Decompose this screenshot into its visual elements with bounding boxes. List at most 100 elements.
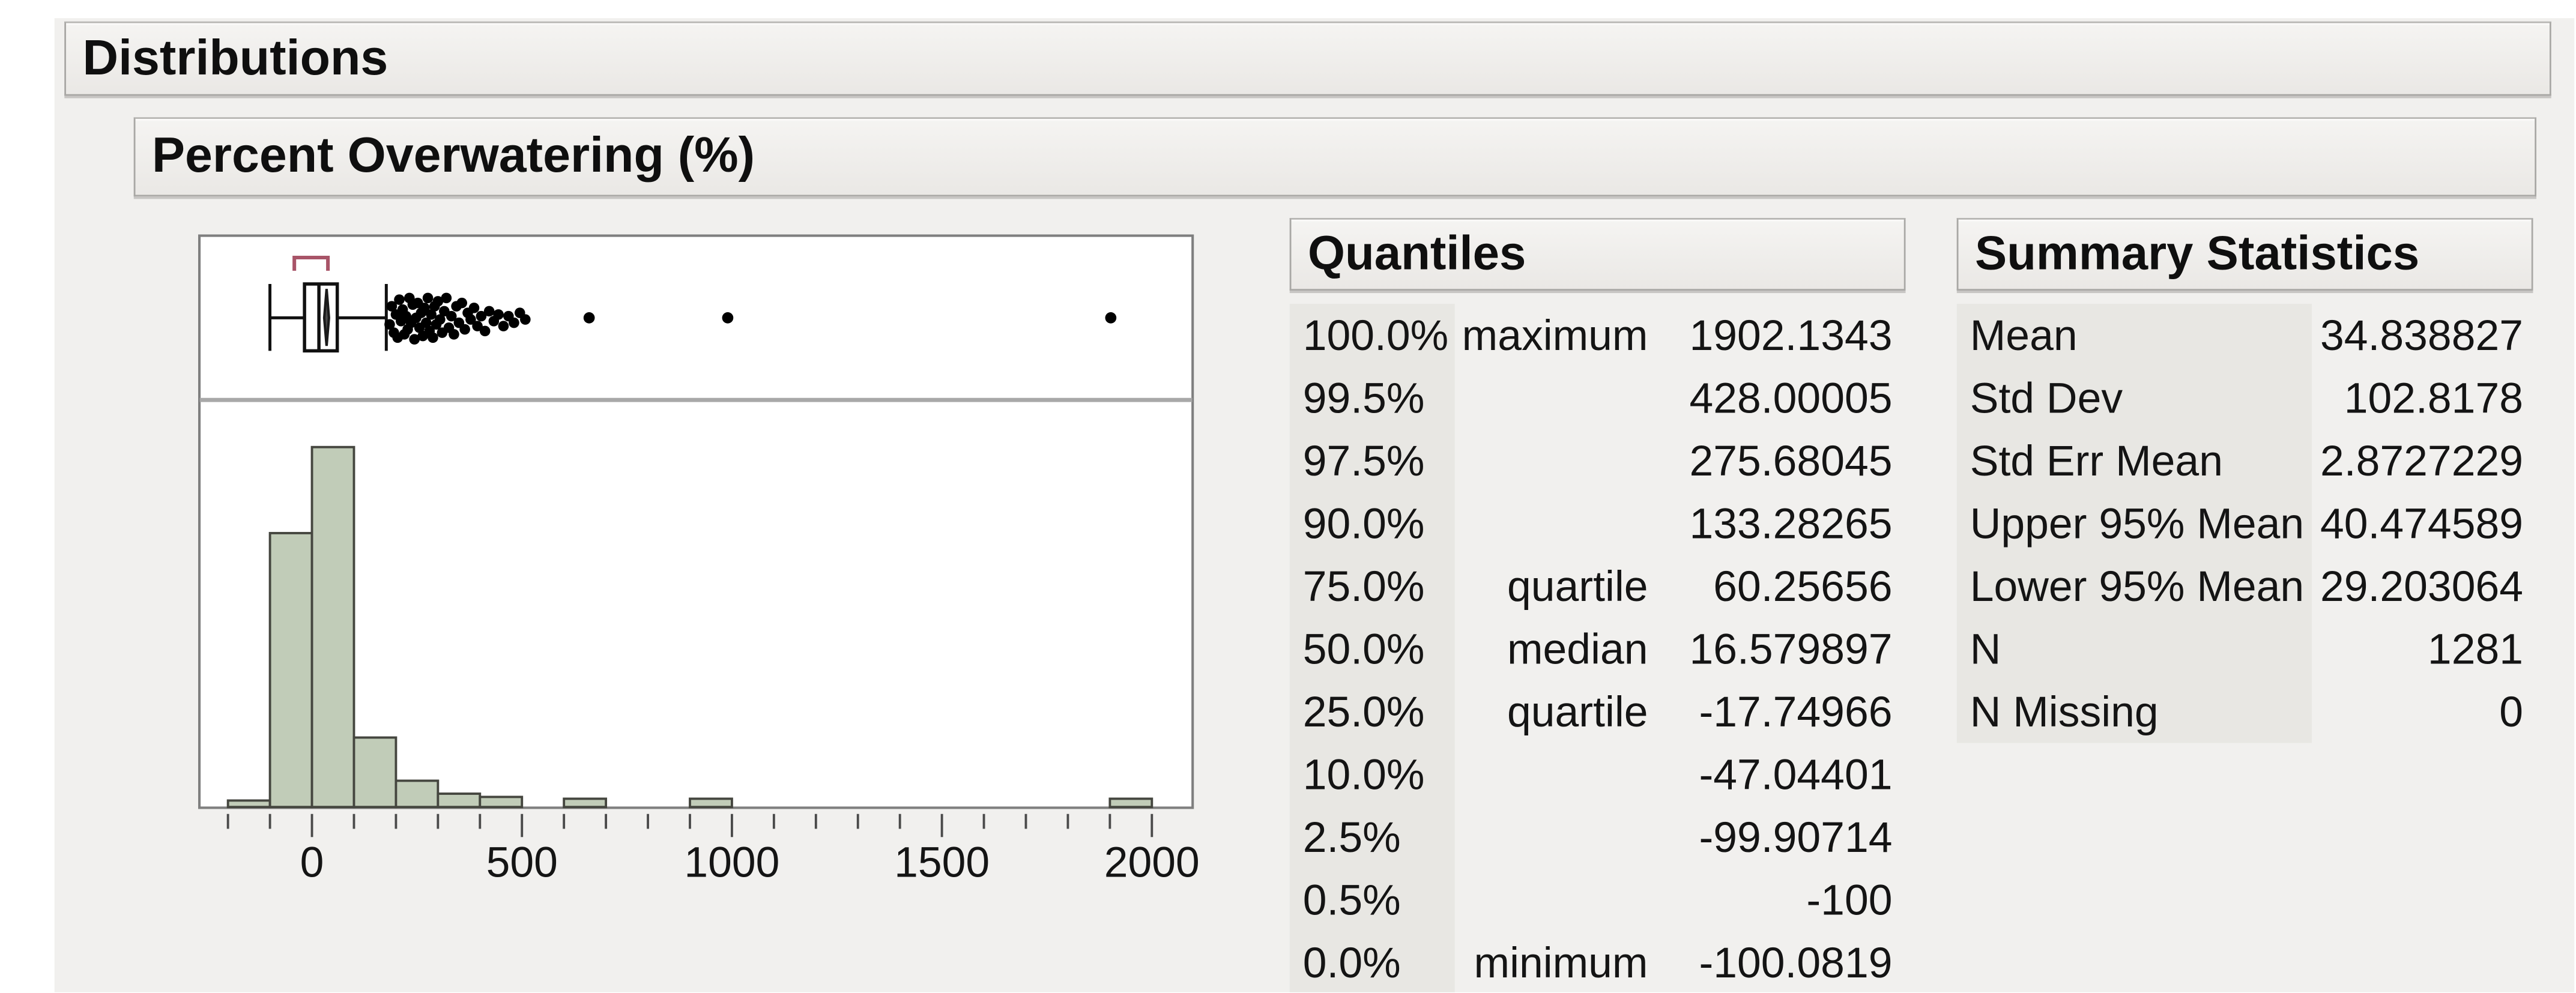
outline-header-quantiles[interactable]: Quantiles [1289,218,1906,291]
histogram-bar [563,797,608,809]
histogram-bar [395,779,440,809]
quantile-percent: 99.5% [1302,373,1425,423]
table-row: Upper 95% Mean 40.474589 [1957,492,2523,555]
quantile-label: quartile [1507,561,1648,611]
summary-stat-value: 102.8178 [2344,373,2523,423]
outline-header-variable[interactable]: Percent Overwatering (%) [133,117,2536,197]
outlier-point [394,294,405,305]
outlier-point [419,303,430,313]
quantile-label [1455,743,1648,806]
quantile-label [1455,869,1648,932]
outlier-point [435,314,446,325]
quantile-label: maximum [1462,310,1648,360]
outlier-point [426,309,437,320]
summary-stat-value: 2.8727229 [2320,436,2523,486]
table-row: N Missing 0 [1957,680,2523,743]
quantile-value: 428.00005 [1689,373,1893,423]
histogram-bar [352,736,398,809]
axis-tick-label: 500 [486,838,558,886]
outlier-point [428,332,438,343]
table-row: 97.5% 275.68045 [1290,429,1893,492]
outlier-point [583,312,595,324]
quantile-percent: 97.5% [1302,436,1425,486]
table-row: 99.5% 428.00005 [1290,367,1893,430]
axis-tick-label: 2000 [1104,838,1200,886]
summary-statistics-title: Summary Statistics [1975,227,2420,280]
page-title: Distributions [82,30,389,85]
quantile-value: 1902.1343 [1689,310,1893,360]
boxplot-histogram-divider [199,397,1193,402]
quantile-label [1455,367,1648,430]
quantile-label [1455,429,1648,492]
quantile-label [1455,492,1648,555]
summary-stat-value: 0 [2499,687,2523,737]
iqr-box [303,282,339,353]
quantile-label: minimum [1474,938,1648,988]
shortest-half-bracket [292,255,330,271]
outlier-point [446,310,457,322]
quantile-value: -100 [1806,875,1893,925]
outlier-point [420,317,432,328]
summary-stat-label: Std Err Mean [1970,436,2223,486]
quantile-value: -17.74966 [1699,687,1893,737]
quantile-percent: 25.0% [1302,687,1425,737]
outlier-point [468,303,480,313]
quantile-value: -47.04401 [1699,749,1893,800]
histogram-bar [310,445,355,809]
quantiles-title: Quantiles [1308,227,1526,280]
outlier-point [459,324,470,335]
histogram-bar [437,792,482,809]
table-row: 90.0% 133.28265 [1290,492,1893,555]
quantile-percent: 50.0% [1302,624,1425,674]
summary-stat-label: Std Dev [1970,373,2123,423]
quantiles-shaded-column [1289,304,1455,992]
table-row: 75.0% quartile 60.25656 [1290,555,1893,618]
outlier-point [493,309,504,320]
quantile-value: -100.0819 [1699,938,1893,988]
quantile-percent: 10.0% [1302,749,1425,800]
table-row: Std Dev 102.8178 [1957,367,2523,430]
quantile-label [1455,806,1648,869]
summary-stat-label: Upper 95% Mean [1970,498,2305,549]
table-row: 0.5% -100 [1290,869,1893,932]
outline-header-distributions[interactable]: Distributions [64,21,2551,96]
mean-confidence-diamond [322,289,330,346]
quantile-percent: 2.5% [1302,812,1401,862]
table-row: 50.0% median 16.579897 [1290,618,1893,681]
histogram-bar [226,799,271,809]
outlier-point [476,310,487,322]
axis-tick-label: 1000 [684,838,779,886]
histogram-bar [268,532,313,809]
summary-stat-label: Lower 95% Mean [1970,561,2305,611]
table-row: Lower 95% Mean 29.203064 [1957,555,2523,618]
histogram-bar [479,795,524,809]
axis-tick-label: 0 [300,838,324,886]
table-row: Std Err Mean 2.8727229 [1957,429,2523,492]
axis-tick-label: 1500 [894,838,990,886]
summary-stat-label: N [1970,624,2001,674]
quantile-percent: 75.0% [1302,561,1425,611]
table-row: 2.5% -99.90714 [1290,806,1893,869]
quantile-value: 60.25656 [1713,561,1893,611]
outlier-point [432,296,444,307]
table-row: 0.0% minimum -100.0819 [1290,931,1893,993]
outlier-point [386,301,398,312]
histogram-bar [689,797,733,809]
outlier-point [441,292,452,304]
plot-panel [198,234,1194,809]
quantile-value: 16.579897 [1689,624,1893,674]
outline-header-summary-statistics[interactable]: Summary Statistics [1956,218,2533,291]
histogram-bar [1108,797,1153,809]
outlier-point [509,317,519,328]
outlier-point [449,329,459,340]
summary-stat-value: 29.203064 [2320,561,2523,611]
summary-stat-label: Mean [1970,310,2078,360]
quantile-percent: 0.5% [1302,875,1401,925]
summary-shaded-column [1956,304,2312,743]
summary-stat-value: 40.474589 [2320,498,2523,549]
outlier-point [472,321,483,331]
table-row: N 1281 [1957,618,2523,681]
table-row: 25.0% quartile -17.74966 [1290,680,1893,743]
table-row: 100.0% maximum 1902.1343 [1290,304,1893,367]
